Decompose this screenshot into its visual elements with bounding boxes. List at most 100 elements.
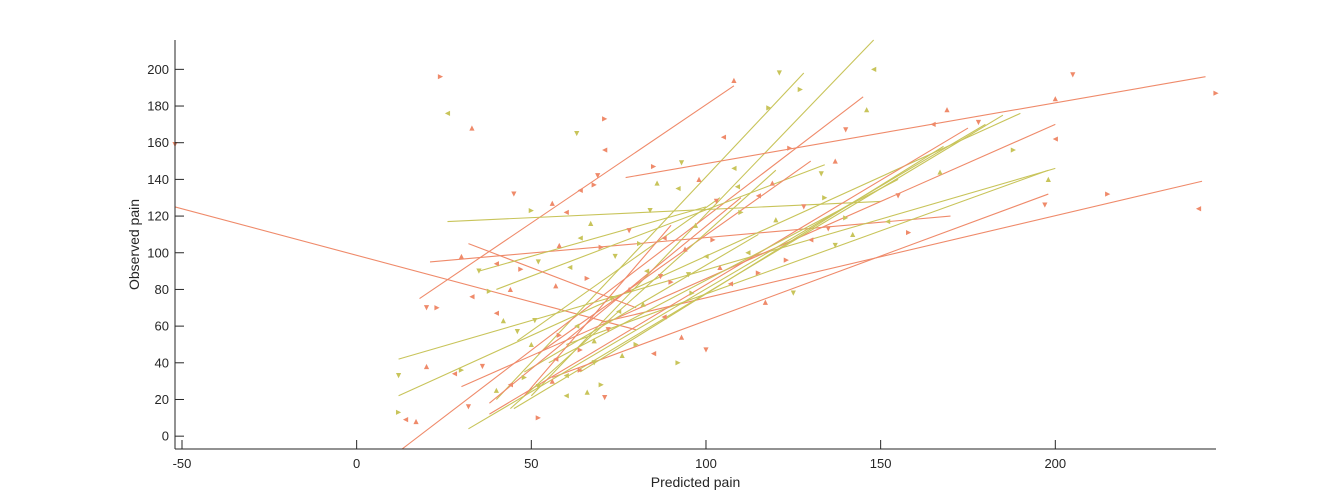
y-tick-label: 0 [162,429,169,444]
x-tick-label: 200 [1044,456,1066,471]
data-point [556,242,562,249]
data-point [769,180,775,186]
data-point [577,235,583,241]
data-point [434,305,440,311]
data-point [1070,72,1076,78]
data-point [535,259,541,265]
data-point [553,283,559,289]
fit-line-28 [523,224,672,397]
fit-line-16 [468,123,986,430]
data-point [476,268,482,274]
data-point [1052,96,1058,102]
data-point [808,237,814,243]
data-point [511,191,517,197]
data-point [654,180,660,186]
data-point [710,237,716,243]
fit-line-11 [398,112,1021,397]
data-point [685,272,692,278]
data-point [528,341,534,348]
data-point [703,347,709,353]
data-point [507,286,513,293]
data-point [762,299,768,305]
data-point [591,338,597,344]
fit-line-24 [524,233,759,373]
data-point [423,305,430,311]
data-point [696,176,702,182]
data-points-layer [172,66,1219,425]
data-point [493,310,499,316]
fit-lines-layer [175,39,1206,449]
data-point [444,110,451,116]
data-point [755,270,761,276]
fit-line-8 [447,200,881,223]
data-point [640,301,646,307]
data-point [825,226,831,232]
data-point [850,231,856,238]
data-point [549,378,555,384]
data-point [595,173,601,179]
data-point [465,404,472,410]
data-point [797,86,803,93]
data-point [731,77,737,83]
data-point [451,371,458,377]
data-point [1052,136,1058,142]
data-point [905,229,912,236]
y-tick-label: 100 [147,245,169,260]
data-point [602,116,608,122]
data-point [783,257,789,263]
data-point [643,268,650,274]
data-point [822,195,828,201]
data-point [556,332,562,338]
data-point [1045,176,1051,182]
data-point [930,121,936,127]
fit-line-17 [489,127,969,415]
fit-line-1 [175,206,637,331]
data-point [650,163,657,170]
data-point [591,182,597,188]
data-point [602,147,608,153]
data-point [843,215,849,221]
data-point [755,193,761,199]
data-point [437,74,444,80]
y-tick-label: 160 [147,135,169,150]
y-tick-label: 40 [155,355,169,370]
data-point [574,130,580,137]
data-point [588,220,594,227]
data-point [598,244,604,250]
fit-line-21 [509,169,777,410]
data-point [591,360,597,366]
y-tick-label: 140 [147,172,169,187]
data-point [682,246,688,252]
y-tick-label: 120 [147,209,169,224]
data-point [734,184,741,190]
data-point [567,264,573,271]
data-point [1042,202,1048,208]
data-point [745,250,751,256]
data-point [493,387,499,393]
y-tick-label: 20 [155,392,169,407]
data-point [574,323,580,329]
data-point [637,240,643,247]
data-point [801,204,807,210]
fit-line-25 [489,197,742,404]
fit-line-20 [537,160,812,355]
data-point [1010,147,1016,153]
y-tick-label: 200 [147,62,169,77]
fit-line-5 [401,96,864,449]
data-point [584,275,590,282]
data-point [521,374,527,381]
data-point [689,290,695,296]
data-point [395,409,402,415]
data-point [661,235,667,241]
y-tick-label: 80 [155,282,169,297]
data-point [668,279,674,285]
data-point [598,382,604,388]
x-tick-label: -50 [173,456,192,471]
y-axis-title: Observed pain [126,199,142,290]
x-tick-label: 0 [353,456,360,471]
data-point [895,193,901,199]
fit-line-19 [496,164,825,290]
data-point [885,218,891,225]
fit-line-2 [419,85,735,300]
tick-labels: -50 0 50 100 150 200 0 20 40 60 80 100 120 140 160 180 2… [147,62,1066,471]
